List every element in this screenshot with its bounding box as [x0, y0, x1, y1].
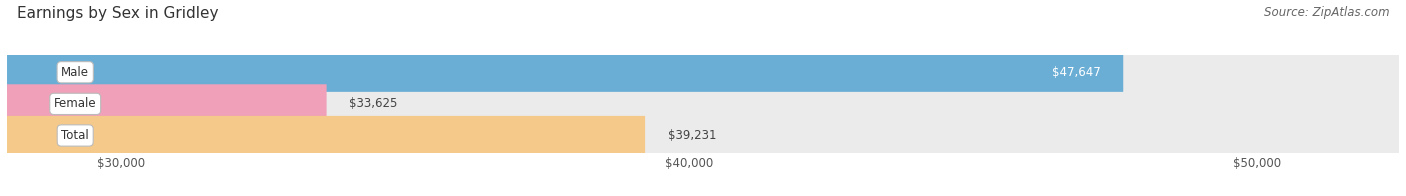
FancyBboxPatch shape [7, 84, 1399, 123]
Text: Earnings by Sex in Gridley: Earnings by Sex in Gridley [17, 6, 218, 21]
FancyBboxPatch shape [7, 116, 645, 155]
FancyBboxPatch shape [7, 116, 1399, 155]
Text: $47,647: $47,647 [1052, 66, 1101, 79]
FancyBboxPatch shape [7, 84, 326, 123]
FancyBboxPatch shape [7, 53, 1399, 92]
Text: $33,625: $33,625 [349, 97, 398, 110]
Text: Source: ZipAtlas.com: Source: ZipAtlas.com [1264, 6, 1389, 19]
Text: Female: Female [53, 97, 97, 110]
FancyBboxPatch shape [7, 53, 1123, 92]
Text: $39,231: $39,231 [668, 129, 716, 142]
Text: Total: Total [62, 129, 89, 142]
Text: Male: Male [62, 66, 89, 79]
